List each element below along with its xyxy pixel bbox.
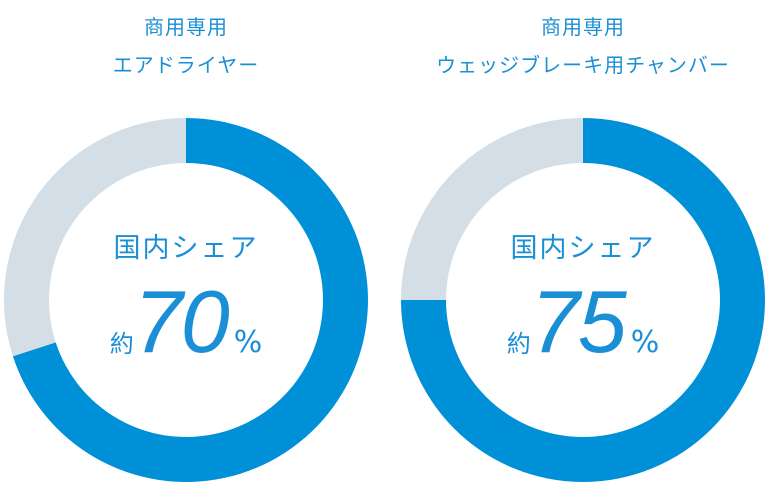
approx-prefix: 約 [506, 330, 531, 358]
donut-chart [3, 118, 368, 482]
title-line-1: 商用専用 [144, 15, 228, 39]
share-label: 国内シェア [113, 233, 259, 264]
approx-prefix: 約 [109, 330, 134, 358]
share-value: 約70% [0, 272, 381, 372]
title-line-2: ウェッジブレーキ用チャンバー [436, 53, 730, 77]
remaining-slice [401, 118, 583, 300]
share-label: 国内シェア [510, 233, 656, 264]
share-number: 70 [133, 272, 230, 371]
share-value: 約75% [388, 272, 773, 372]
chart-title: 商用専用 ウェッジブレーキ用チャンバー [388, 8, 773, 84]
chart-title: 商用専用 エアドライヤー [0, 8, 381, 84]
share-number: 75 [530, 272, 627, 371]
title-line-2: エアドライヤー [112, 53, 260, 77]
percent-unit: % [233, 325, 263, 360]
title-line-1: 商用専用 [541, 15, 625, 39]
chart-panel-air-dryer: 商用専用 エアドライヤー 国内シェア 約70% [0, 0, 381, 503]
donut-chart [401, 118, 765, 482]
remaining-slice [3, 118, 187, 357]
percent-unit: % [630, 325, 660, 360]
chart-panel-brake-chamber: 商用専用 ウェッジブレーキ用チャンバー 国内シェア 約75% [388, 0, 773, 503]
